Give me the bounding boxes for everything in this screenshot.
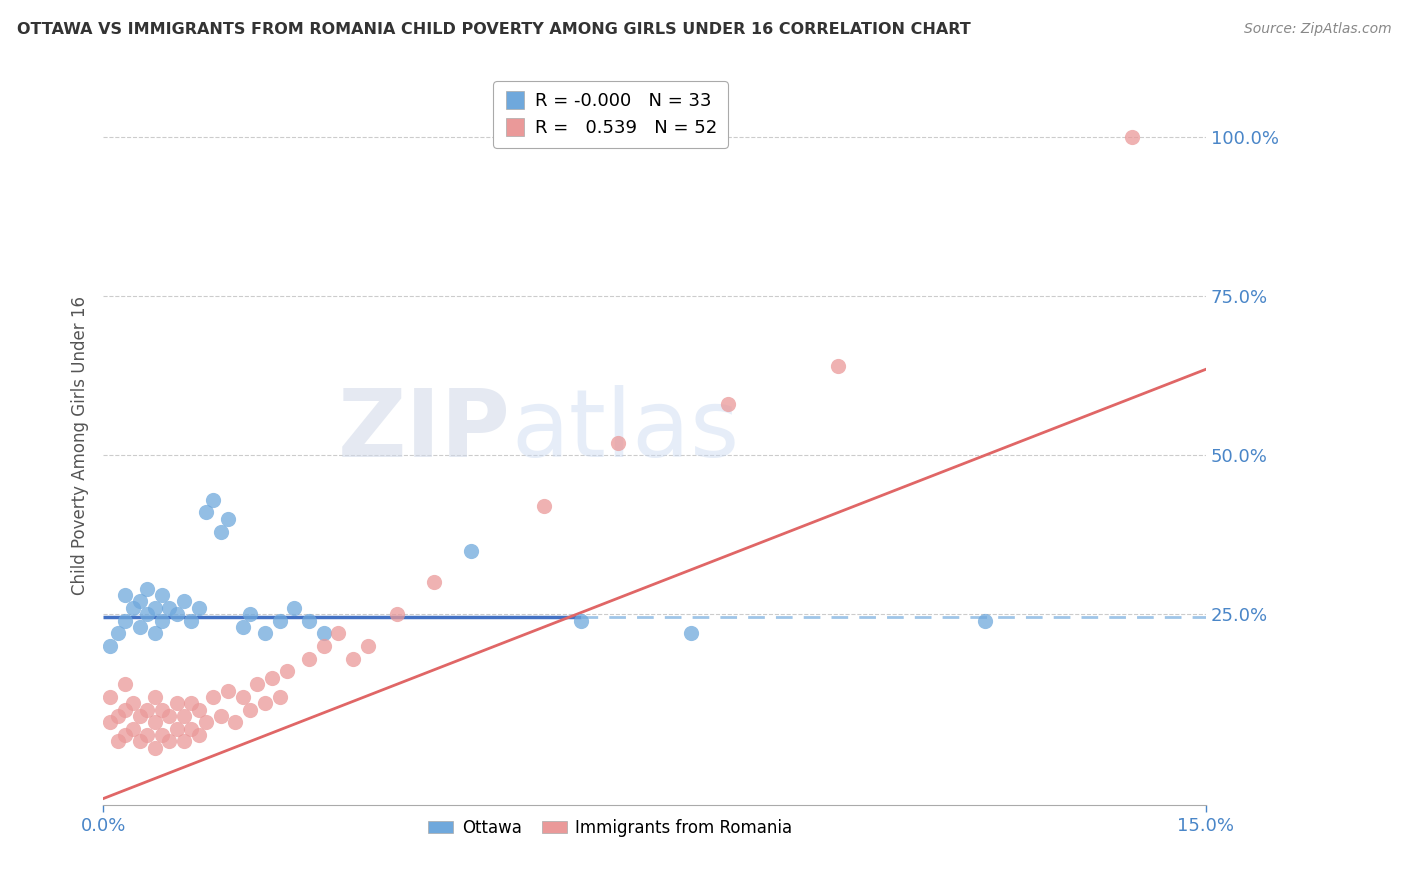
Point <box>107 626 129 640</box>
Point <box>107 709 129 723</box>
Point <box>312 626 335 640</box>
Point <box>232 690 254 704</box>
Point <box>173 594 195 608</box>
Point <box>606 435 628 450</box>
Point <box>128 734 150 748</box>
Point <box>253 696 276 710</box>
Point <box>224 715 246 730</box>
Point <box>269 690 291 704</box>
Point <box>121 600 143 615</box>
Point <box>217 683 239 698</box>
Point <box>136 728 159 742</box>
Point <box>328 626 350 640</box>
Text: atlas: atlas <box>510 385 740 477</box>
Point <box>283 600 305 615</box>
Point <box>100 639 122 653</box>
Point <box>107 734 129 748</box>
Point <box>166 722 188 736</box>
Point <box>150 703 173 717</box>
Point <box>173 709 195 723</box>
Point <box>180 614 202 628</box>
Point <box>114 677 136 691</box>
Point <box>180 696 202 710</box>
Point <box>209 709 232 723</box>
Point <box>202 690 225 704</box>
Point <box>342 651 364 665</box>
Point <box>143 690 166 704</box>
Point <box>460 543 482 558</box>
Point <box>681 626 703 640</box>
Point <box>217 512 239 526</box>
Point <box>195 715 218 730</box>
Point <box>276 665 298 679</box>
Point <box>166 696 188 710</box>
Point <box>143 740 166 755</box>
Point <box>533 499 555 513</box>
Point <box>173 734 195 748</box>
Point <box>385 607 408 622</box>
Point <box>202 492 225 507</box>
Point <box>195 506 218 520</box>
Point <box>298 651 321 665</box>
Point <box>187 600 209 615</box>
Point <box>187 728 209 742</box>
Point <box>100 715 122 730</box>
Legend: Ottawa, Immigrants from Romania: Ottawa, Immigrants from Romania <box>422 812 799 844</box>
Text: ZIP: ZIP <box>339 385 510 477</box>
Point <box>569 614 592 628</box>
Point <box>136 607 159 622</box>
Point <box>150 588 173 602</box>
Point <box>157 709 180 723</box>
Point <box>298 614 321 628</box>
Point <box>827 359 849 374</box>
Point <box>717 397 740 411</box>
Point <box>143 626 166 640</box>
Point <box>423 575 446 590</box>
Point <box>209 524 232 539</box>
Point <box>166 607 188 622</box>
Point <box>232 620 254 634</box>
Point <box>246 677 269 691</box>
Point <box>128 620 150 634</box>
Point <box>1121 130 1143 145</box>
Point <box>136 703 159 717</box>
Point <box>143 600 166 615</box>
Point <box>187 703 209 717</box>
Point <box>150 614 173 628</box>
Point <box>239 703 262 717</box>
Point <box>136 582 159 596</box>
Point <box>357 639 380 653</box>
Point <box>157 734 180 748</box>
Point <box>239 607 262 622</box>
Y-axis label: Child Poverty Among Girls Under 16: Child Poverty Among Girls Under 16 <box>72 296 89 595</box>
Point <box>114 728 136 742</box>
Point <box>157 600 180 615</box>
Text: Source: ZipAtlas.com: Source: ZipAtlas.com <box>1244 22 1392 37</box>
Point <box>180 722 202 736</box>
Point <box>974 614 997 628</box>
Point <box>253 626 276 640</box>
Point <box>312 639 335 653</box>
Point <box>128 709 150 723</box>
Point <box>121 696 143 710</box>
Point <box>269 614 291 628</box>
Text: OTTAWA VS IMMIGRANTS FROM ROMANIA CHILD POVERTY AMONG GIRLS UNDER 16 CORRELATION: OTTAWA VS IMMIGRANTS FROM ROMANIA CHILD … <box>17 22 970 37</box>
Point <box>128 594 150 608</box>
Point <box>114 614 136 628</box>
Point <box>100 690 122 704</box>
Point <box>143 715 166 730</box>
Point <box>114 588 136 602</box>
Point <box>114 703 136 717</box>
Point <box>262 671 284 685</box>
Point <box>121 722 143 736</box>
Point <box>150 728 173 742</box>
